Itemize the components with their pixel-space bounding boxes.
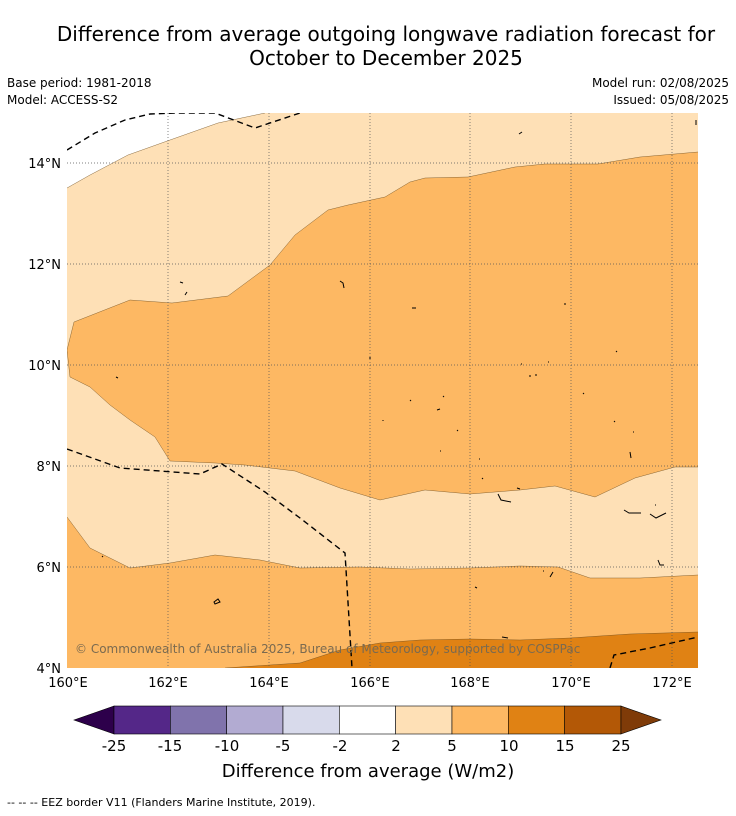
colorbar-tick: -15 [158,737,183,755]
title-line-1: Difference from average outgoing longwav… [56,22,716,46]
colorbar-tick: 5 [447,737,457,755]
copyright-notice: © Commonwealth of Australia 2025, Bureau… [75,642,580,656]
band-5-to-10-north [67,152,698,500]
lat-label: 8°N [37,460,62,475]
colorbar-tick: -2 [333,737,348,755]
colorbar-extend-low [73,705,115,735]
lat-label: 6°N [37,561,62,576]
map-plot-area: © Commonwealth of Australia 2025, Bureau… [67,113,698,668]
band-5-to-10-south [67,517,698,668]
colorbar-swatch [113,705,171,735]
title-line-2: October to December 2025 [249,46,523,70]
colorbar-swatch [339,705,396,735]
colorbar-swatch [170,705,227,735]
base-period: Base period: 1981-2018 [7,76,152,90]
colorbar-swatch [395,705,453,735]
colorbar-swatch [451,705,509,735]
colorbar-swatch [508,705,565,735]
map-title: Difference from average outgoing longwav… [0,22,736,70]
colorbar-tick: -25 [102,737,127,755]
lon-label: 164°E [249,676,289,691]
model-run: Model run: 02/08/2025 [591,76,729,90]
colorbar-tick: 2 [391,737,401,755]
colorbar-tick-labels: -25 -15 -10 -5 -2 2 5 10 15 25 [102,737,631,755]
contour-lines [67,113,698,668]
colorbar-tick: 25 [611,737,630,755]
lat-label: 10°N [28,359,61,374]
colorbar-extend-high [620,705,662,735]
islands [101,120,697,639]
longitude-labels: 160°E 162°E 164°E 166°E 168°E 170°E 172°… [48,676,692,691]
lat-label: 14°N [28,157,61,172]
colorbar-tick: -10 [215,737,240,755]
eez-borders [67,113,698,668]
lon-label: 166°E [350,676,390,691]
latitude-labels: 14°N 12°N 10°N 8°N 6°N 4°N [28,157,61,677]
meta-left: Base period: 1981-2018 Model: ACCESS-S2 [7,75,152,109]
lat-label: 12°N [28,258,61,273]
gridlines [67,113,698,668]
issued-date: Issued: 05/08/2025 [613,93,729,107]
colorbar-title: Difference from average (W/m2) [221,761,515,782]
lon-label: 170°E [551,676,591,691]
meta-right: Model run: 02/08/2025 Issued: 05/08/2025 [592,75,729,109]
model-name: Model: ACCESS-S2 [7,93,119,107]
lon-label: 168°E [450,676,490,691]
colorbar-tick: -5 [276,737,291,755]
lon-label: 162°E [148,676,188,691]
eez-footnote: -- -- -- EEZ border V11 (Flanders Marine… [7,796,316,809]
lon-label: 172°E [652,676,692,691]
band-10-to-15 [225,632,698,668]
colorbar-tick: 15 [555,737,574,755]
colorbar-tick: 10 [499,737,518,755]
colorbar [73,705,662,735]
colorbar-swatch [226,705,284,735]
lon-label: 160°E [48,676,88,691]
band-neutral [67,113,265,188]
lat-label: 4°N [37,662,62,677]
colorbar-swatch [564,705,622,735]
colorbar-swatch [282,705,340,735]
